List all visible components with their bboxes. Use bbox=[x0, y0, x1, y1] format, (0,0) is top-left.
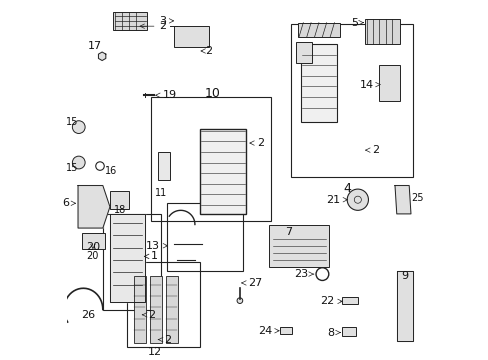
Bar bbox=[134, 276, 146, 343]
Text: 27: 27 bbox=[241, 278, 262, 288]
Bar bbox=[279, 327, 292, 334]
Text: 16: 16 bbox=[104, 166, 117, 176]
Text: 9: 9 bbox=[400, 271, 407, 281]
Text: 6: 6 bbox=[62, 198, 75, 208]
Bar bbox=[110, 191, 129, 208]
Text: 15: 15 bbox=[65, 163, 78, 173]
Text: 2: 2 bbox=[201, 46, 212, 56]
Text: 3: 3 bbox=[159, 16, 173, 26]
Bar bbox=[173, 26, 209, 48]
Text: 25: 25 bbox=[410, 193, 423, 203]
Bar bbox=[150, 276, 162, 343]
Polygon shape bbox=[78, 185, 110, 228]
Bar bbox=[301, 44, 336, 122]
Text: 18: 18 bbox=[114, 205, 126, 215]
Bar bbox=[166, 203, 242, 271]
Bar bbox=[341, 297, 357, 304]
Bar bbox=[113, 12, 147, 30]
Polygon shape bbox=[110, 214, 145, 302]
Polygon shape bbox=[98, 52, 105, 60]
Text: 2: 2 bbox=[140, 21, 166, 31]
Circle shape bbox=[237, 298, 242, 303]
Bar bbox=[102, 214, 161, 310]
Text: 14: 14 bbox=[359, 80, 379, 90]
Bar bbox=[269, 225, 329, 267]
Polygon shape bbox=[396, 271, 412, 341]
Text: 2: 2 bbox=[365, 145, 378, 155]
Text: 13: 13 bbox=[146, 241, 167, 251]
Text: 15: 15 bbox=[65, 117, 78, 127]
Text: 1: 1 bbox=[144, 251, 157, 261]
Bar bbox=[200, 129, 246, 214]
Text: 2: 2 bbox=[249, 138, 264, 148]
Text: 2: 2 bbox=[142, 310, 155, 320]
Circle shape bbox=[72, 121, 85, 134]
Text: 23: 23 bbox=[293, 269, 313, 279]
Text: 4: 4 bbox=[343, 182, 350, 195]
Polygon shape bbox=[394, 185, 410, 214]
Bar bbox=[341, 327, 355, 336]
Text: 26: 26 bbox=[81, 310, 95, 320]
Bar bbox=[295, 42, 311, 63]
Bar bbox=[158, 152, 170, 180]
Bar bbox=[127, 262, 200, 347]
Bar bbox=[364, 19, 400, 44]
Text: 21: 21 bbox=[325, 195, 347, 205]
Circle shape bbox=[346, 189, 367, 210]
Bar bbox=[150, 97, 270, 221]
Text: 8: 8 bbox=[327, 328, 340, 338]
Text: 2: 2 bbox=[158, 334, 171, 345]
Text: 5: 5 bbox=[350, 18, 363, 28]
Text: 7: 7 bbox=[285, 226, 292, 237]
Text: 17: 17 bbox=[88, 41, 102, 51]
Text: 22: 22 bbox=[320, 296, 342, 306]
Text: 11: 11 bbox=[155, 188, 167, 198]
Text: 19: 19 bbox=[155, 90, 176, 100]
Text: 20: 20 bbox=[86, 251, 99, 261]
Bar bbox=[165, 276, 178, 343]
Text: 24: 24 bbox=[257, 326, 279, 336]
Text: 10: 10 bbox=[204, 87, 220, 100]
Text: 12: 12 bbox=[148, 347, 162, 357]
Circle shape bbox=[72, 156, 85, 169]
Bar bbox=[290, 24, 412, 177]
Bar bbox=[378, 65, 400, 100]
Text: 20: 20 bbox=[86, 242, 100, 252]
Bar bbox=[81, 233, 104, 249]
Bar bbox=[297, 23, 340, 37]
